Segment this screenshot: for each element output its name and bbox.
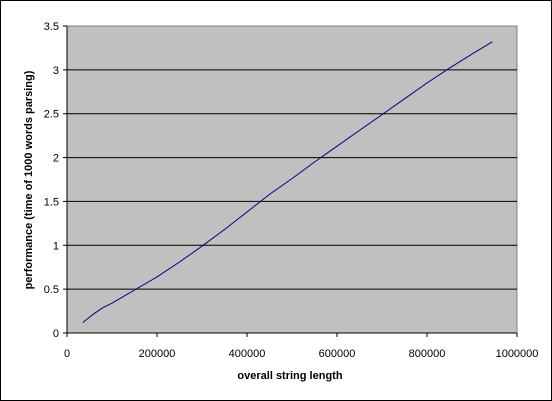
y-tick-label: 0.5 [44, 284, 59, 296]
y-axis-title: performance (time of 1000 words parsing) [23, 70, 35, 289]
x-tick-label: 0 [64, 348, 70, 360]
plot-area [66, 25, 518, 334]
x-axis-ticks: 0 200000 400000 600000 800000 1000000 [64, 26, 538, 360]
y-tick-label: 2.5 [44, 109, 59, 121]
x-tick-label: 1000000 [496, 348, 539, 360]
y-tick-label: 2 [53, 153, 59, 165]
x-tick-label: 400000 [229, 348, 266, 360]
x-tick-label: 600000 [319, 348, 356, 360]
x-axis-title: overall string length [237, 370, 342, 382]
y-tick-label: 1 [53, 240, 59, 252]
x-tick-label: 200000 [139, 348, 176, 360]
y-tick-label: 0 [53, 328, 59, 340]
series-line [82, 41, 493, 323]
y-axis-ticks: 0 0.5 1 1.5 2 2.5 3 3.5 [44, 21, 67, 340]
series-layer [82, 41, 493, 323]
x-tick-label: 800000 [409, 348, 446, 360]
y-tick-label: 3.5 [44, 21, 59, 33]
gridlines [67, 69, 517, 290]
y-tick-label: 1.5 [44, 196, 59, 208]
y-tick-label: 3 [53, 65, 59, 77]
